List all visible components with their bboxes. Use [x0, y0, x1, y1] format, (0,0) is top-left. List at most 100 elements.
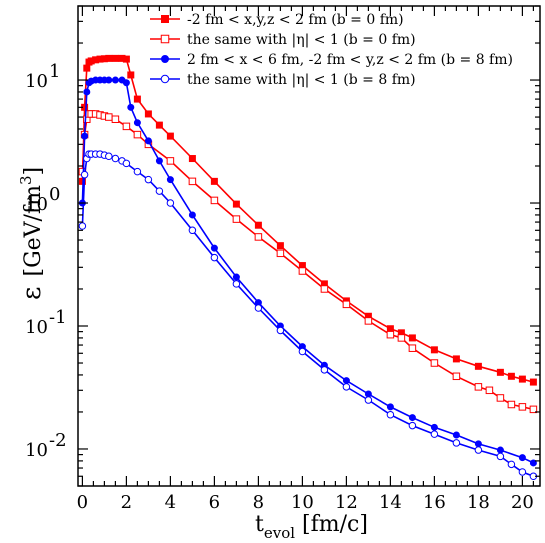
series-4-point	[254, 304, 263, 312]
series-3-point	[81, 132, 89, 140]
x-tick-label-14: 14	[379, 492, 402, 513]
series-4-point	[430, 430, 439, 438]
series-3-point	[83, 88, 91, 96]
series-3-point	[386, 403, 394, 411]
series-4-point	[496, 452, 505, 461]
x-tick-label-20: 20	[511, 492, 534, 513]
y-tick-label-exponent: -2	[49, 430, 67, 451]
legend-label-the-same-with-1-b-0-fm: the same with |η| < 1 (b = 0 fm)	[187, 32, 416, 48]
series-3-point	[122, 79, 130, 87]
series-3-point	[529, 459, 537, 467]
series-4-point	[364, 396, 373, 404]
y-tick-label-10^1: 10	[25, 71, 48, 92]
series-2-point	[452, 372, 461, 381]
legend-label-2-fm-x-6-fm-2-fm-y-z-2-fm-b-8-fm: 2 fm < x < 6 fm, -2 fm < y,z < 2 fm (b =…	[187, 52, 513, 68]
series-2-point	[320, 285, 329, 293]
series-1-point	[254, 221, 262, 229]
series-1-point	[386, 325, 394, 333]
series-1	[78, 54, 537, 386]
legend-label-the-same-with-1-b-8-fm: the same with |η| < 1 (b = 8 fm)	[187, 72, 416, 88]
series-1-point	[507, 372, 515, 380]
series-3-point	[408, 414, 416, 422]
series-1-point	[105, 54, 113, 62]
series-1-point	[122, 55, 130, 63]
x-tick-label-18: 18	[467, 492, 490, 513]
x-tick-label-16: 16	[423, 492, 446, 513]
series-1-point	[452, 355, 460, 363]
plot-frame	[77, 5, 541, 487]
series-1-point	[111, 54, 119, 62]
series-1-point	[232, 200, 240, 208]
series-2-point	[111, 115, 120, 123]
series-4-point	[298, 347, 307, 356]
series-3-point	[111, 76, 119, 84]
series-3-point	[210, 244, 218, 252]
legend-swatch-marker	[161, 55, 169, 63]
series-2-point	[298, 267, 307, 275]
series-4-point	[507, 460, 516, 469]
series-4-point	[78, 222, 87, 230]
series-2-point	[133, 130, 142, 139]
series-4-point	[133, 167, 142, 176]
series-2-point	[408, 344, 417, 352]
series-2-point	[210, 196, 219, 205]
series-1-point	[210, 177, 218, 185]
x-tick-label-6: 6	[209, 492, 220, 513]
legend-swatch-marker	[160, 34, 170, 44]
series-1-point	[496, 368, 504, 376]
series-3-point	[144, 137, 152, 145]
series-1-point	[430, 346, 438, 354]
series-3-point	[155, 157, 163, 165]
series-3-point	[496, 446, 504, 454]
series-2	[78, 110, 538, 414]
series-4-point	[122, 159, 131, 168]
y-axis-title-unit-sup: 3	[17, 175, 35, 185]
series-1-point	[155, 121, 163, 129]
series-4-point	[232, 280, 241, 288]
series-2-point	[232, 215, 241, 223]
series-layer	[78, 54, 538, 481]
series-2-point	[166, 157, 175, 165]
series-2-point	[485, 386, 494, 395]
legend-item-4: the same with |η| < 1 (b = 8 fm)	[150, 72, 416, 88]
series-3-point	[342, 377, 350, 385]
series-3-point	[188, 211, 196, 219]
series-1-point	[408, 334, 416, 342]
series-3-point	[232, 273, 240, 281]
x-tick-label-10: 10	[291, 492, 314, 513]
series-4-point	[452, 439, 461, 447]
series-1-point	[276, 242, 284, 250]
series-3-point	[364, 390, 372, 398]
series-3-point	[133, 119, 141, 127]
series-3-point	[518, 454, 526, 462]
legend: -2 fm < x,y,z < 2 fm (b = 0 fm) the same …	[150, 12, 513, 88]
x-tick-label-4: 4	[165, 492, 176, 513]
legend-item-2: the same with |η| < 1 (b = 0 fm)	[150, 32, 416, 48]
series-4-point	[386, 410, 395, 419]
y-tick-label-10^-2: 10	[25, 440, 48, 461]
series-1-point	[529, 378, 537, 386]
series-4-point	[188, 226, 197, 235]
series-1-point	[518, 375, 526, 383]
series-3-point	[105, 76, 113, 84]
series-4	[78, 150, 538, 481]
legend-label-2-fm-x-y-z-2-fm-b-0-fm: -2 fm < x,y,z < 2 fm (b = 0 fm)	[187, 12, 404, 28]
series-2-point	[529, 405, 538, 414]
series-2-point	[496, 394, 505, 402]
series-2-point	[364, 317, 373, 325]
series-2-point	[188, 177, 197, 186]
series-3-point	[474, 440, 482, 448]
y-axis-title: ε [GeV/fm3]	[17, 167, 47, 300]
series-1-point	[166, 132, 174, 140]
x-axis-title-main: t	[255, 512, 264, 537]
legend-item-3: 2 fm < x < 6 fm, -2 fm < y,z < 2 fm (b =…	[150, 52, 513, 68]
y-axis-title-unit-pre: [GeV/fm	[21, 185, 46, 277]
y-axis-title-unit-post: ]	[21, 167, 46, 176]
y-tick-label-10^-1: 10	[25, 317, 48, 338]
series-2-point	[507, 400, 516, 409]
series-2-point	[386, 330, 395, 339]
series-4-point	[105, 152, 113, 161]
legend-swatch-marker	[160, 74, 170, 84]
